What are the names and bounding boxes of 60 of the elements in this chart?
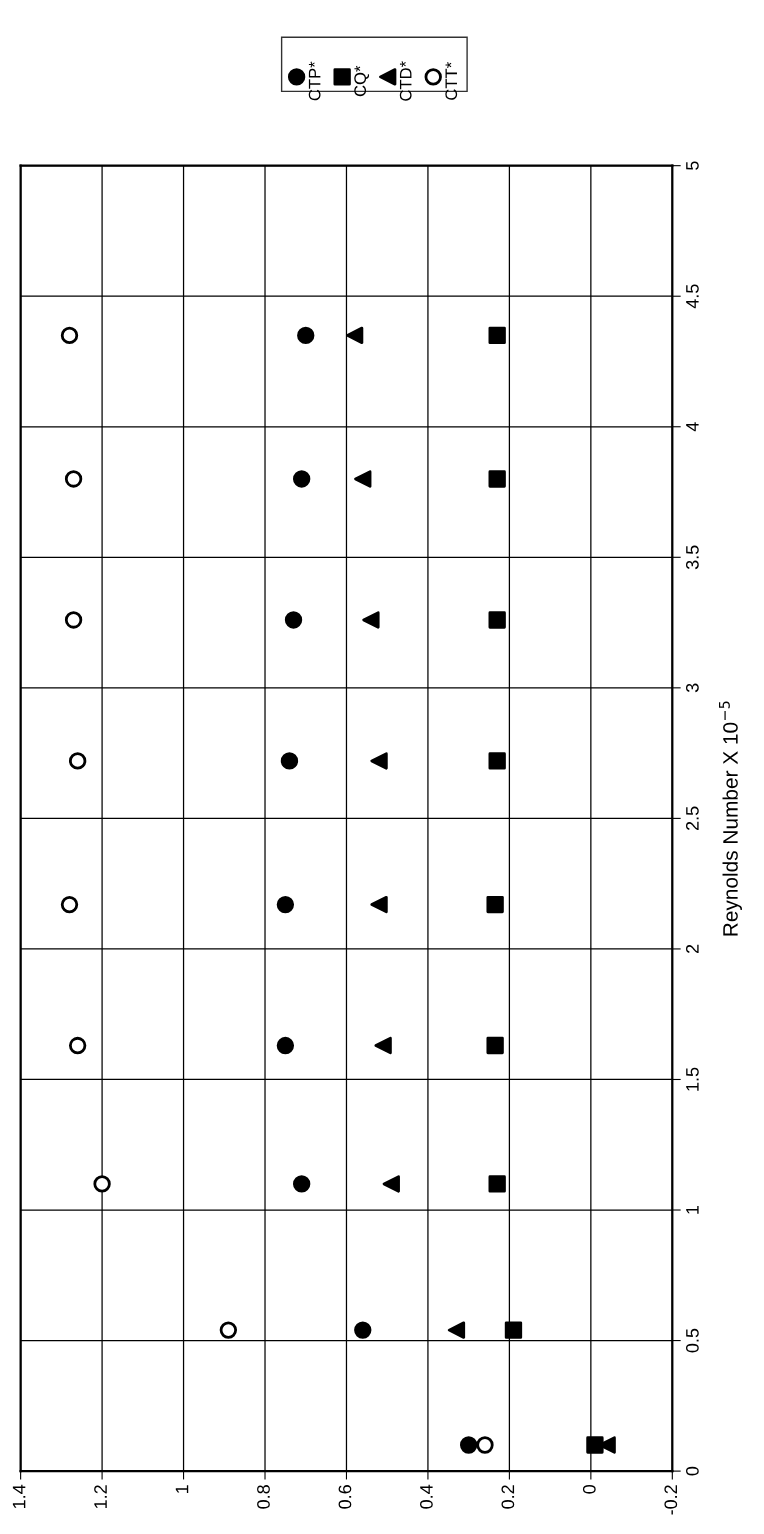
point [374,1036,392,1055]
x-tick-label: 0.6 [338,1485,352,1509]
point [68,752,87,770]
point [64,611,83,629]
y-tick-label: 1 [686,1205,699,1214]
point [345,326,364,345]
point [68,1036,87,1055]
y-axis-title: Reynolds Number X 10$^{−5}$ [719,701,742,936]
y-tick-label: 0 [685,1466,699,1476]
y-tick-label: 2.5 [685,806,699,831]
point [280,752,299,770]
y-tick-label: 4.5 [686,284,699,309]
point [64,470,83,488]
point [354,1321,372,1339]
x-tick-label: 0.8 [257,1485,270,1509]
point [476,1436,494,1454]
y-tick-label: 4 [686,422,699,432]
point [486,895,504,914]
point [60,326,79,345]
y-tick-label: 3.5 [685,545,699,570]
legend-label: CQ* [354,65,370,97]
point [297,326,315,345]
legend-label: CTD* [399,61,412,101]
point [488,611,506,629]
point [459,1436,478,1454]
point [284,611,303,629]
x-tick-label: 0 [582,1485,596,1494]
y-tick-label: 0.5 [685,1328,699,1353]
y-tick-label: 5 [686,161,699,170]
point [486,1036,504,1055]
x-tick-label: -0.2 [664,1485,678,1515]
point [586,1436,604,1454]
point [60,895,79,914]
point [370,895,388,914]
y-tick-label: 1.5 [686,1067,699,1091]
point [447,1321,466,1339]
point [219,1321,238,1339]
x-tick-label: 1 [175,1485,189,1493]
point [276,1036,295,1055]
point [293,1175,311,1193]
point [488,752,506,770]
x-tick-label: 0.2 [501,1485,515,1509]
y-tick-label: 2 [685,944,699,954]
x-tick-label: 1.2 [94,1485,107,1509]
point [362,611,380,629]
point [504,1321,523,1339]
point [354,470,372,488]
point [276,895,295,914]
point [382,1175,400,1193]
x-tick-label: 0.4 [420,1484,433,1509]
point [488,326,506,345]
legend-label: CTT* [445,62,458,100]
point [488,470,506,488]
point [370,752,388,770]
x-tick-label: 1.4 [12,1484,26,1509]
legend-label: CTP* [308,61,321,101]
point [293,470,311,488]
point [488,1175,506,1193]
point [93,1175,111,1193]
y-tick-label: 3 [685,683,699,693]
